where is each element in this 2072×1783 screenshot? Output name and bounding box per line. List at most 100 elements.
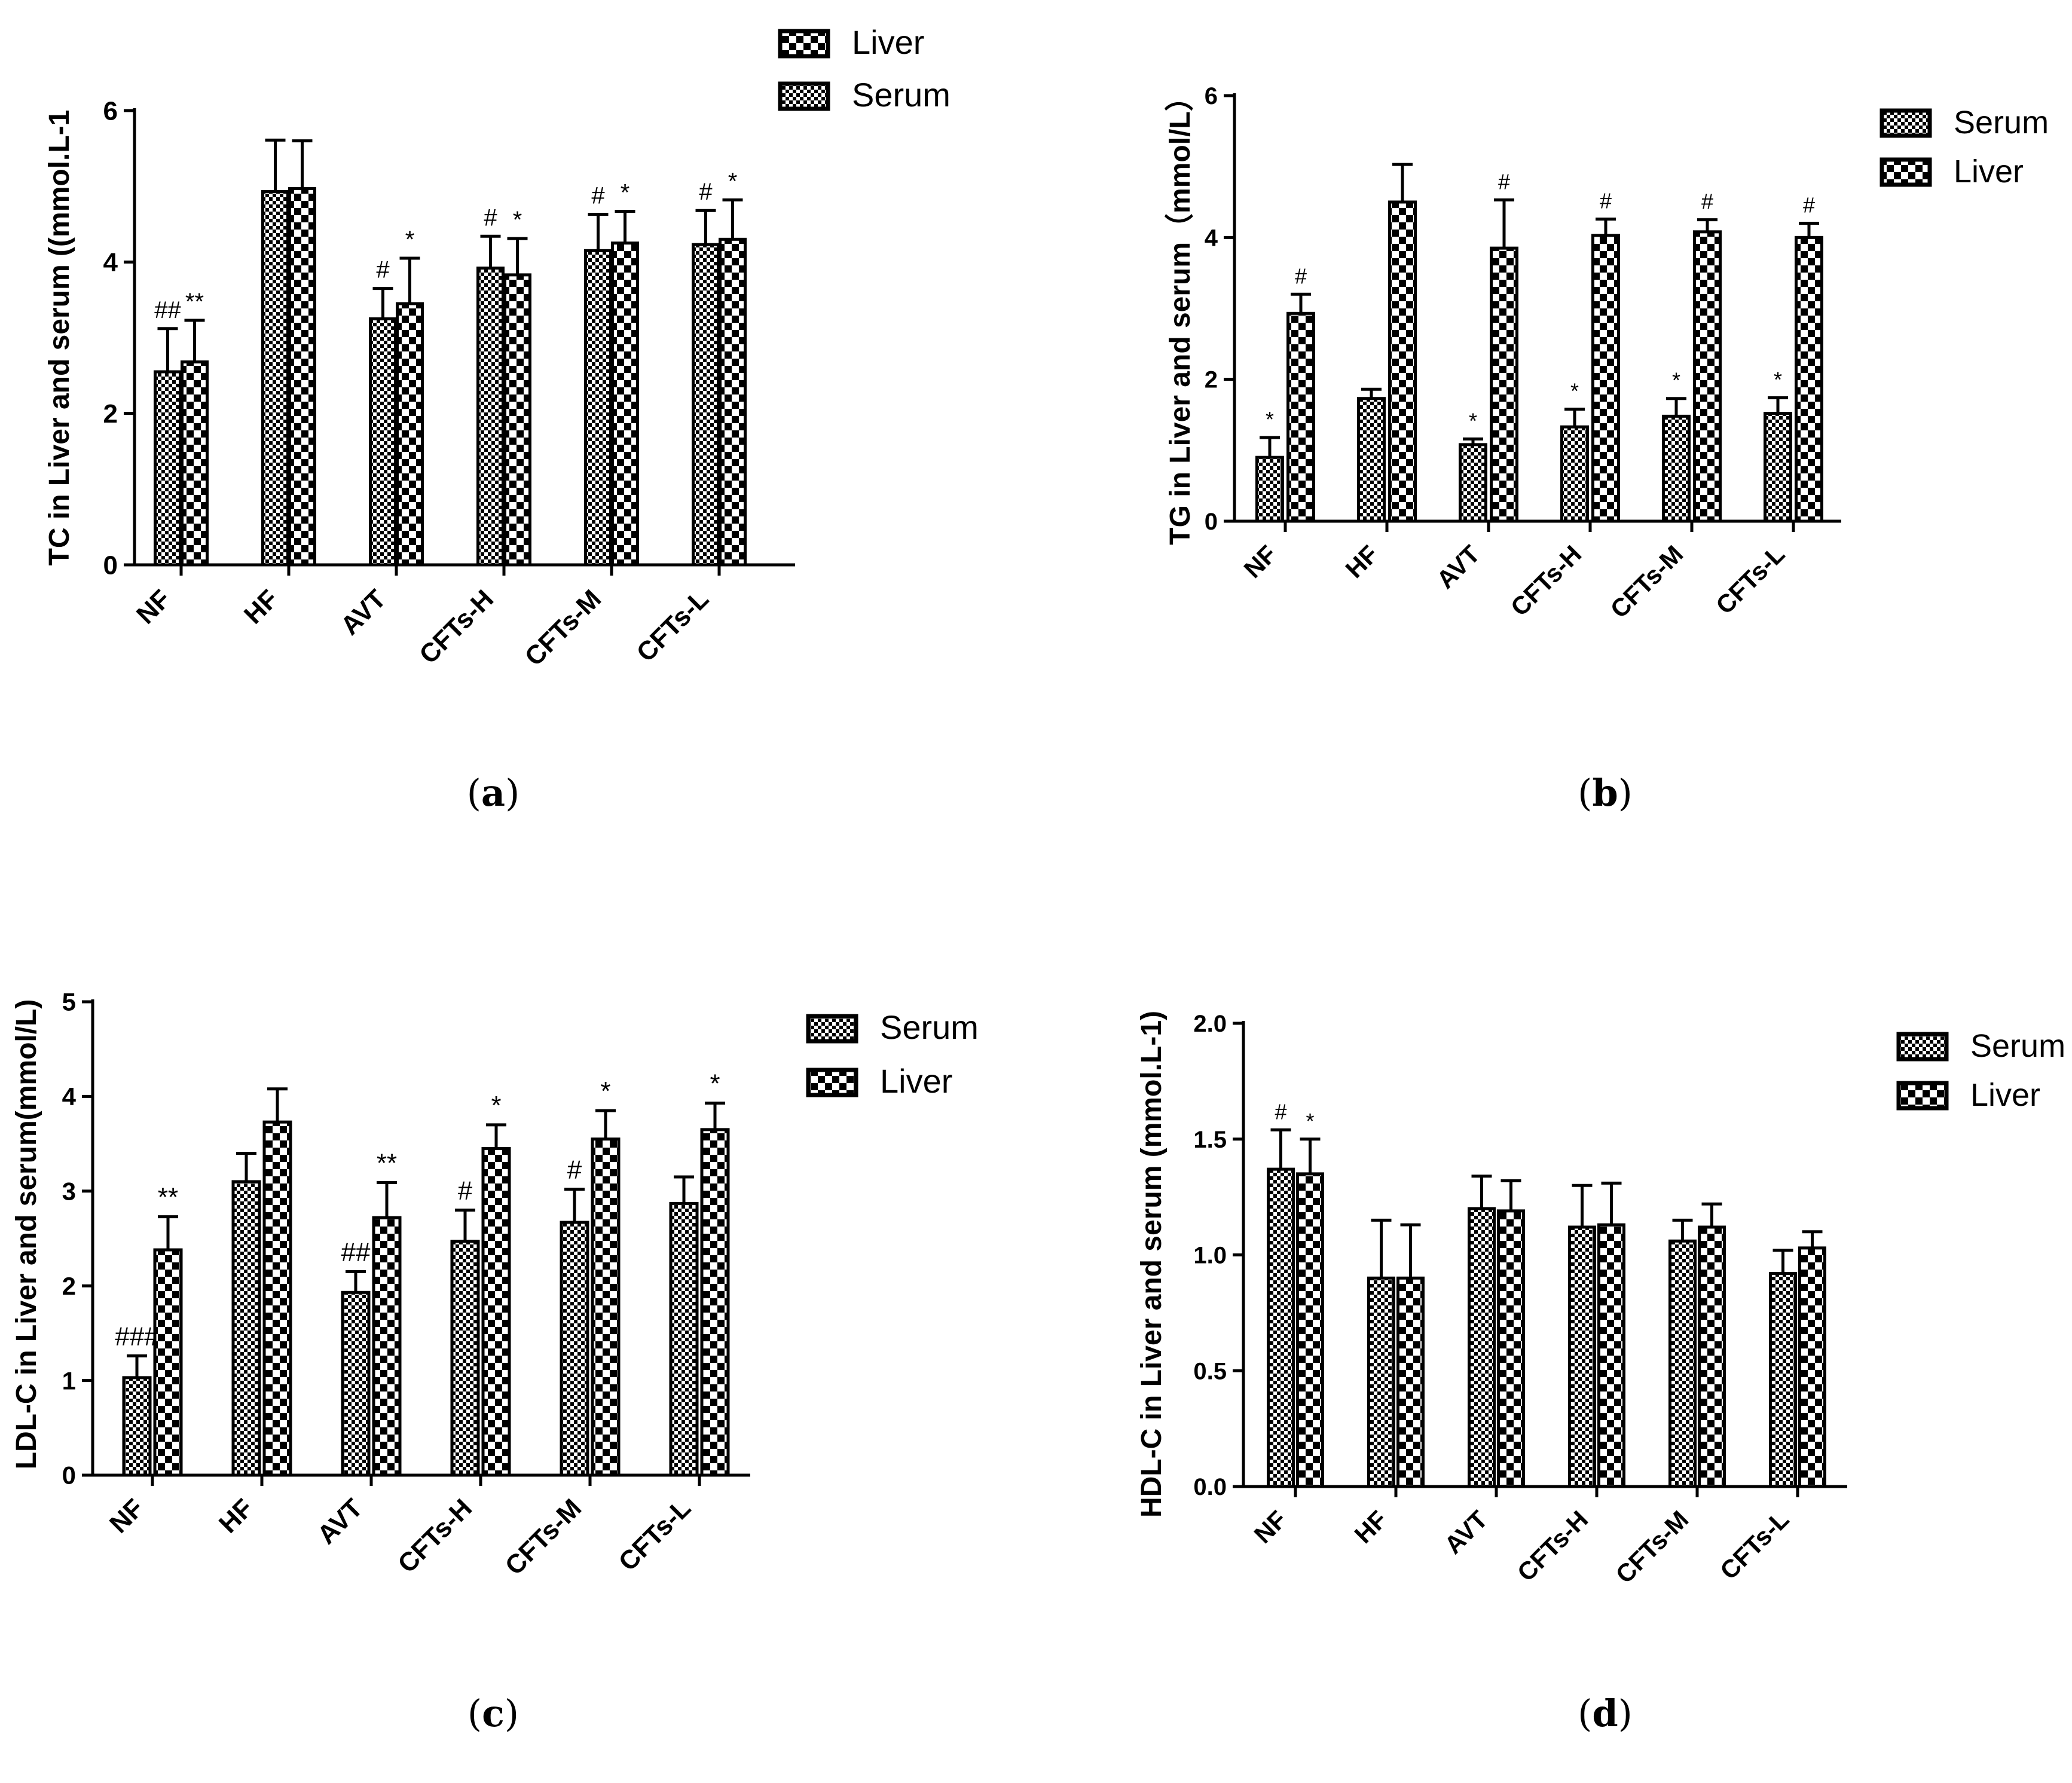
legend-label-liver: Liver	[1954, 154, 2024, 189]
x-tick-label: CFTs-H	[1512, 1505, 1594, 1587]
panel-caption-a: (a)	[466, 771, 520, 815]
bar-serum	[231, 1180, 261, 1477]
significance-mark: *	[1469, 408, 1477, 433]
bar-serum	[1764, 412, 1792, 523]
bar-serum	[1459, 443, 1487, 523]
y-tick-label: 0	[62, 1461, 76, 1490]
bar-serum	[122, 1376, 152, 1477]
bar-liver	[1591, 234, 1620, 523]
y-tick-label: 0.0	[1193, 1474, 1227, 1500]
x-tick-label: CFTs-M	[1610, 1505, 1694, 1589]
x-tick-label: AVT	[1439, 1505, 1493, 1559]
legend-label-liver: Liver	[852, 23, 924, 61]
significance-mark: #	[1600, 188, 1612, 213]
significance-mark: *	[710, 1069, 720, 1098]
y-tick-label: 6	[1205, 83, 1218, 109]
panel-caption-d: (d)	[1578, 1692, 1633, 1735]
significance-mark: #	[1275, 1099, 1286, 1124]
bar-serum	[261, 190, 289, 567]
significance-mark: *	[600, 1076, 610, 1106]
bar-liver	[1296, 1172, 1324, 1488]
bar-serum	[560, 1221, 589, 1477]
bar-serum	[692, 243, 720, 567]
y-tick-label: 2	[103, 399, 118, 429]
y-tick-label: 5	[62, 988, 76, 1016]
x-tick-label: CFTs-L	[613, 1493, 696, 1576]
chart-panel-b: 0 2 4 6 TG in Liver and serum（mmol/L） NF * # HF A…	[1165, 82, 2049, 623]
significance-mark: *	[1672, 368, 1680, 393]
x-tick-label: HF	[213, 1493, 259, 1539]
x-tick-label: HF	[1349, 1505, 1393, 1549]
bar-serum	[154, 370, 182, 567]
bar-liver	[719, 237, 747, 567]
bar-serum	[1560, 425, 1589, 523]
y-tick-label: 2	[1205, 367, 1218, 393]
bar-liver	[262, 1120, 292, 1477]
bar-liver	[1286, 311, 1315, 523]
bar-serum	[1662, 414, 1691, 523]
bar-serum	[1255, 455, 1284, 523]
bar-serum	[450, 1240, 480, 1477]
legend-label-liver: Liver	[1970, 1077, 2040, 1113]
significance-mark: **	[158, 1183, 178, 1212]
legend-label-serum: Serum	[1954, 105, 2049, 140]
y-tick-label: 2	[62, 1272, 76, 1300]
y-tick-label: 4	[1205, 225, 1218, 251]
bar-serum	[1769, 1272, 1797, 1488]
bar-liver	[611, 241, 639, 567]
bar-liver	[481, 1147, 511, 1477]
bar-liver	[503, 273, 531, 567]
bar-serum	[341, 1290, 371, 1477]
bar-serum	[1267, 1167, 1295, 1488]
bar-liver	[1490, 246, 1518, 523]
x-tick-label: CFTs-L	[1715, 1505, 1794, 1585]
bar-liver	[591, 1137, 621, 1477]
legend-swatch-serum	[806, 1014, 858, 1044]
bar-liver	[1795, 236, 1823, 523]
legend-swatch-serum	[1896, 1032, 1949, 1062]
y-tick-label: 1	[62, 1366, 76, 1394]
significance-mark: #	[1701, 189, 1713, 214]
x-tick-label: HF	[239, 584, 284, 629]
legend-swatch-liver	[1880, 157, 1932, 187]
significance-mark: *	[621, 179, 630, 206]
bar-liver	[181, 360, 209, 567]
significance-mark: *	[1266, 407, 1274, 432]
significance-mark: *	[491, 1091, 501, 1120]
y-axis-label: HDL-C in Liver and serum (mmol.L-1)	[1136, 1011, 1168, 1518]
significance-mark: #	[376, 257, 390, 283]
bar-liver	[1388, 200, 1417, 523]
x-tick-label: AVT	[335, 584, 392, 641]
x-tick-label: AVT	[312, 1493, 369, 1550]
x-tick-label: CFTs-H	[414, 584, 499, 669]
y-tick-label: 1.5	[1193, 1127, 1227, 1153]
significance-mark: ##	[341, 1237, 371, 1267]
y-tick-label: 3	[62, 1178, 76, 1206]
legend-swatch-liver	[806, 1068, 858, 1097]
bar-liver	[700, 1128, 730, 1477]
bar-liver	[153, 1248, 183, 1477]
y-tick-label: 2.0	[1193, 1011, 1227, 1037]
legend-label-serum: Serum	[880, 1008, 979, 1046]
y-tick-label: 1.0	[1193, 1243, 1227, 1269]
significance-mark: #	[484, 204, 497, 231]
bar-serum	[584, 249, 612, 567]
y-axis-label: TC in Liver and serum ((mmol.L-1	[44, 110, 75, 566]
bar-serum	[476, 266, 505, 567]
significance-mark: *	[405, 227, 415, 253]
x-tick-label: CFTs-H	[392, 1493, 478, 1579]
x-tick-label: AVT	[1431, 540, 1486, 594]
significance-mark: ###	[115, 1322, 159, 1351]
bar-liver	[1698, 1225, 1726, 1488]
bar-serum	[369, 317, 397, 567]
significance-mark: *	[728, 168, 738, 194]
x-tick-label: HF	[1340, 540, 1384, 583]
legend-label-liver: Liver	[880, 1062, 952, 1100]
y-axis-label: TG in Liver and serum（mmol/L）	[1165, 82, 1196, 545]
bar-liver	[1693, 230, 1722, 523]
y-tick-label: 0	[103, 551, 118, 580]
bar-liver	[1597, 1223, 1625, 1488]
bar-serum	[669, 1201, 699, 1477]
